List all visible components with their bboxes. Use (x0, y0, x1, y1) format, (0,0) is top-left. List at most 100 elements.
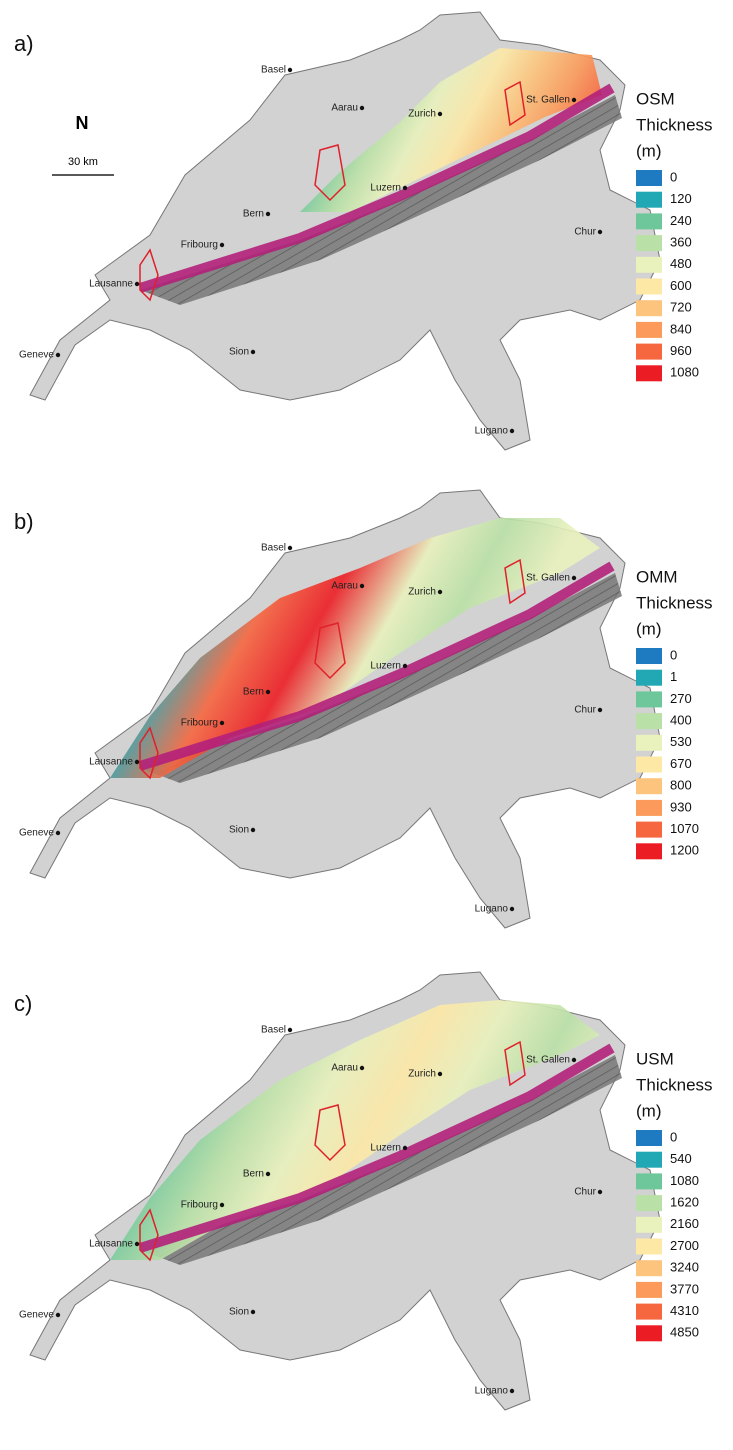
scale-label: 30 km (68, 156, 98, 168)
panel-label: a) (14, 31, 34, 56)
city-marker (360, 106, 364, 110)
city-label: Chur (574, 1187, 596, 1198)
legend-title: Thickness (636, 115, 713, 134)
legend-title: Thickness (636, 593, 713, 612)
city-marker (56, 353, 60, 357)
city-label: Luzern (370, 183, 401, 194)
legend-swatch (636, 1325, 662, 1341)
city-label: Basel (261, 543, 286, 554)
city-label: Lugano (475, 904, 509, 915)
city-label: Geneve (19, 1310, 54, 1321)
city-marker (220, 243, 224, 247)
city-marker (266, 690, 270, 694)
panel-label: b) (14, 509, 34, 534)
city-label: Fribourg (181, 1200, 218, 1211)
legend-label: 3240 (670, 1260, 699, 1275)
city-marker (360, 1066, 364, 1070)
legend-label: 1200 (670, 843, 699, 858)
city-label: Aarau (331, 581, 358, 592)
legend-label: 2160 (670, 1216, 699, 1231)
legend-label: 4850 (670, 1325, 699, 1340)
city-marker (572, 98, 576, 102)
legend-label: 1 (670, 669, 677, 684)
legend-label: 530 (670, 734, 692, 749)
city-label: Zurich (408, 587, 436, 598)
city-label: Bern (243, 209, 264, 220)
city-label: Sion (229, 347, 249, 358)
city-marker (403, 664, 407, 668)
city-label: Sion (229, 825, 249, 836)
panel-label: c) (14, 991, 32, 1016)
legend-swatch (636, 279, 662, 295)
map-panel: c)BaselAarauZurichSt. GallenLuzernBernFr… (14, 972, 713, 1410)
legend-swatch (636, 800, 662, 816)
city-label: Lausanne (89, 757, 133, 768)
legend-label: 1620 (670, 1195, 699, 1210)
city-label: Geneve (19, 828, 54, 839)
legend-title: USM (636, 1049, 674, 1068)
city-label: Chur (574, 705, 596, 716)
city-label: Bern (243, 1169, 264, 1180)
city-marker (135, 282, 139, 286)
city-marker (266, 212, 270, 216)
city-marker (598, 230, 602, 234)
legend-label: 3770 (670, 1281, 699, 1296)
legend-swatch (636, 213, 662, 229)
city-label: Luzern (370, 1143, 401, 1154)
legend-swatch (636, 1195, 662, 1211)
legend-swatch (636, 365, 662, 381)
city-marker (572, 576, 576, 580)
legend-swatch (636, 691, 662, 707)
city-marker (220, 721, 224, 725)
city-label: Sion (229, 1307, 249, 1318)
legend-label: 670 (670, 756, 692, 771)
city-label: Chur (574, 227, 596, 238)
legend-label: 1070 (670, 821, 699, 836)
city-label: Aarau (331, 1063, 358, 1074)
city-marker (56, 831, 60, 835)
legend-title: (m) (636, 1101, 661, 1120)
city-marker (288, 546, 292, 550)
legend-swatch (636, 822, 662, 838)
legend-label: 270 (670, 691, 692, 706)
legend-label: 540 (670, 1151, 692, 1166)
legend-title: OMM (636, 567, 678, 586)
legend-label: 800 (670, 778, 692, 793)
city-marker (403, 186, 407, 190)
legend-label: 480 (670, 256, 692, 271)
legend-label: 720 (670, 300, 692, 315)
legend-label: 240 (670, 213, 692, 228)
legend-swatch (636, 344, 662, 360)
legend-swatch (636, 713, 662, 729)
figure: a) Basel Aarau Zurich St. Gallen Luzern Bern Fr… (0, 0, 733, 1445)
north-arrow: N 30 km (52, 113, 114, 175)
legend-swatch (636, 757, 662, 773)
legend-title: (m) (636, 619, 661, 638)
legend-label: 960 (670, 343, 692, 358)
city-label: St. Gallen (526, 1055, 570, 1066)
city-marker (360, 584, 364, 588)
city-marker (220, 1203, 224, 1207)
legend-swatch (636, 648, 662, 664)
city-label: Lugano (475, 426, 509, 437)
legend-swatch (636, 1239, 662, 1255)
city-label: Zurich (408, 109, 436, 120)
city-label: Bern (243, 687, 264, 698)
city-marker (510, 429, 514, 433)
legend-title: OSM (636, 89, 675, 108)
city-marker (438, 112, 442, 116)
legend-label: 1080 (670, 1173, 699, 1188)
legend-swatch (636, 1152, 662, 1168)
city-label: Fribourg (181, 240, 218, 251)
city-label: St. Gallen (526, 573, 570, 584)
city-label: Basel (261, 65, 286, 76)
legend-swatch (636, 170, 662, 186)
north-label: N (76, 113, 89, 133)
city-label: Basel (261, 1025, 286, 1036)
legend-swatch (636, 1173, 662, 1189)
legend-label: 0 (670, 647, 677, 662)
legend-label: 2700 (670, 1238, 699, 1253)
city-marker (288, 68, 292, 72)
city-marker (510, 1389, 514, 1393)
